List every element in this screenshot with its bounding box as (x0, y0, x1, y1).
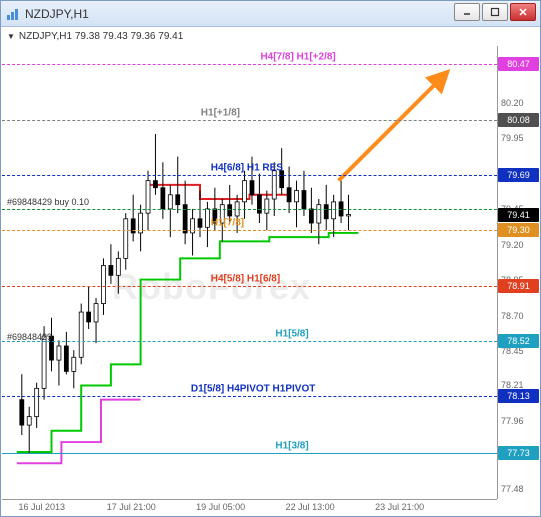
chart-area[interactable]: RoboForex H4[7/8] H1[+2/8]H1[+1/8]H4[6/8… (2, 46, 539, 515)
price-tag: 80.08 (498, 113, 539, 127)
level-line (2, 175, 497, 176)
minimize-button[interactable] (454, 3, 480, 21)
maximize-button[interactable] (482, 3, 508, 21)
plot-area[interactable]: RoboForex H4[7/8] H1[+2/8]H1[+1/8]H4[6/8… (2, 46, 497, 499)
level-label: H4[5/8] H1[6/8] (211, 273, 280, 284)
level-label: H1[3/8] (275, 441, 308, 452)
price-tag: 80.47 (498, 57, 539, 71)
price-tag: 78.91 (498, 279, 539, 293)
close-button[interactable] (510, 3, 536, 21)
price-tag: 79.30 (498, 223, 539, 237)
level-line (2, 64, 497, 65)
info-bar: ▼ NZDJPY,H1 79.38 79.43 79.36 79.41 (1, 27, 540, 45)
ytick-label: 77.48 (498, 483, 539, 495)
price-tag: 77.73 (498, 446, 539, 460)
level-label: H1[+1/8] (201, 107, 240, 118)
price-tag: 79.69 (498, 168, 539, 182)
level-line (2, 286, 497, 287)
ytick-label: 80.20 (498, 97, 539, 109)
window-controls (454, 3, 536, 21)
ytick-label: 78.70 (498, 310, 539, 322)
order-label: #69848429 (7, 332, 52, 342)
ytick-label: 79.95 (498, 132, 539, 144)
price-tag: 78.13 (498, 389, 539, 403)
level-line (2, 230, 497, 231)
xtick-label: 16 Jul 2013 (18, 502, 65, 512)
xtick-label: 17 Jul 21:00 (107, 502, 156, 512)
y-axis: 77.4877.7377.9678.2178.4578.7078.9579.20… (497, 46, 539, 499)
level-line (2, 120, 497, 121)
chart-icon (5, 6, 21, 22)
xtick-label: 19 Jul 05:00 (196, 502, 245, 512)
window-title: NZDJPY,H1 (25, 7, 89, 21)
price-tag: 79.41 (498, 208, 539, 222)
level-line (2, 209, 497, 210)
level-label: H4[6/8] H1 RES (211, 163, 283, 174)
ytick-label: 79.20 (498, 239, 539, 251)
level-line (2, 341, 497, 342)
level-label: H1[7/8] (211, 218, 244, 229)
chart-window: NZDJPY,H1 ▼ NZDJPY,H1 79.38 79.43 79.36 … (0, 0, 541, 517)
level-label: D1[5/8] H4PIVOT H1PIVOT (191, 384, 315, 395)
level-label: H1[5/8] (275, 329, 308, 340)
order-label: #69848429 buy 0.10 (7, 197, 89, 207)
titlebar[interactable]: NZDJPY,H1 (1, 1, 540, 27)
ytick-label: 77.96 (498, 415, 539, 427)
dropdown-icon[interactable]: ▼ (7, 32, 15, 41)
xtick-label: 23 Jul 21:00 (375, 502, 424, 512)
level-label: H4[7/8] H1[+2/8] (260, 52, 335, 63)
x-axis: 16 Jul 2013 17 Jul 21:00 19 Jul 05:00 22 Ju… (2, 499, 497, 515)
price-tag: 78.52 (498, 334, 539, 348)
level-line (2, 453, 497, 454)
xtick-label: 22 Jul 13:00 (286, 502, 335, 512)
level-line (2, 396, 497, 397)
ohlc-text: NZDJPY,H1 79.38 79.43 79.36 79.41 (19, 31, 183, 42)
